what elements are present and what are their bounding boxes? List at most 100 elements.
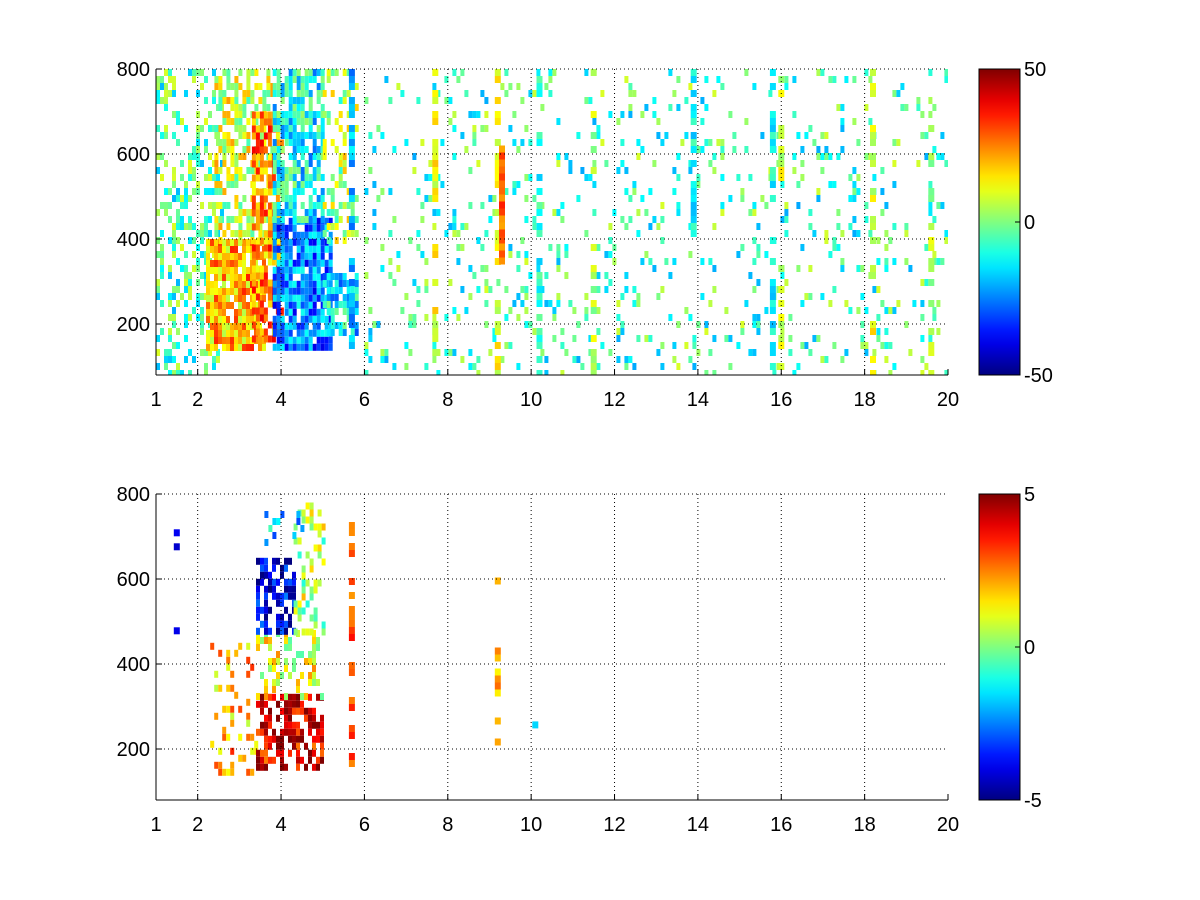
- heatmap-cell: [924, 132, 929, 139]
- heatmap-stripe-cell: [870, 125, 876, 132]
- heatmap-cell: [528, 272, 533, 279]
- heatmap-cell: [210, 246, 214, 253]
- heatmap-cell: [192, 69, 196, 76]
- heatmap-cell: [238, 69, 243, 76]
- heatmap-cell: [300, 315, 305, 323]
- heatmap-cell: [292, 693, 296, 701]
- heatmap-cell: [342, 202, 347, 209]
- heatmap-cell: [342, 308, 347, 315]
- heatmap-cell: [346, 111, 351, 118]
- heatmap-cell: [246, 216, 251, 223]
- heatmap-cell: [267, 335, 272, 343]
- heatmap-cell: [684, 97, 689, 104]
- heatmap-cell: [296, 252, 301, 260]
- heatmap-cell: [164, 83, 168, 90]
- heatmap-cell: [320, 308, 325, 316]
- heatmap-cell: [259, 209, 264, 217]
- heatmap-cell: [246, 733, 251, 741]
- heatmap-cell: [632, 286, 637, 293]
- heatmap-cell: [408, 349, 413, 356]
- heatmap-cell: [196, 293, 200, 300]
- heatmap-cell: [840, 258, 845, 265]
- heatmap-cell: [267, 118, 272, 126]
- heatmap-cell: [452, 230, 457, 237]
- heatmap-cell: [256, 700, 260, 708]
- heatmap-cell: [304, 238, 309, 246]
- heatmap-cell: [322, 202, 327, 209]
- heatmap-cell: [592, 160, 597, 167]
- heatmap-cell: [260, 721, 264, 729]
- heatmap-cell: [292, 69, 297, 76]
- heatmap-cell: [592, 209, 597, 216]
- heatmap-cell: [156, 363, 160, 370]
- heatmap-cell: [900, 104, 905, 111]
- heatmap-cell: [256, 613, 260, 621]
- heatmap-cell: [880, 167, 885, 174]
- heatmap-cell: [840, 230, 845, 237]
- heatmap-cell: [320, 259, 325, 267]
- heatmap-cell: [808, 209, 813, 216]
- heatmap-cell: [267, 160, 272, 168]
- heatmap-cell: [872, 349, 877, 356]
- heatmap-cell: [334, 181, 339, 188]
- heatmap-cell: [624, 363, 629, 370]
- heatmap-cell: [309, 516, 314, 524]
- heatmap-stripe-cell: [494, 174, 501, 181]
- heatmap-cell: [280, 238, 285, 246]
- heatmap-cell: [342, 301, 347, 308]
- heatmap-cell: [536, 69, 541, 76]
- heatmap-cell: [304, 707, 308, 715]
- heatmap-cell: [828, 76, 833, 83]
- heatmap-cell: [876, 335, 881, 342]
- heatmap-cell: [214, 761, 219, 769]
- heatmap-cell: [268, 721, 272, 729]
- heatmap-cell: [242, 281, 246, 288]
- heatmap-stripe-cell: [928, 237, 935, 244]
- heatmap-cell: [280, 266, 285, 274]
- heatmap-cell: [696, 349, 701, 356]
- heatmap-cell: [296, 651, 300, 658]
- heatmap-cell: [275, 195, 280, 203]
- heatmap-cell: [856, 188, 861, 195]
- heatmap-cell: [172, 370, 176, 375]
- heatmap-stripe-cell: [536, 370, 543, 375]
- heatmap-cell: [608, 111, 613, 118]
- heatmap-cell: [700, 97, 705, 104]
- heatmap-cell: [192, 174, 196, 181]
- heatmap-cell: [214, 670, 219, 678]
- heatmap-cell: [404, 342, 409, 349]
- heatmap-cell: [832, 286, 837, 293]
- heatmap-cell: [338, 160, 343, 167]
- heatmap-cell: [214, 125, 219, 132]
- heatmap-cell: [840, 265, 845, 272]
- heatmap-stripe-cell: [499, 243, 505, 251]
- heatmap-cell: [644, 209, 649, 216]
- heatmap-cell: [944, 230, 948, 237]
- heatmap-cell: [242, 316, 246, 323]
- heatmap-cell: [624, 76, 629, 83]
- heatmap-cell: [226, 132, 231, 139]
- heatmap-cell: [160, 272, 164, 279]
- heatmap-cell: [420, 139, 425, 146]
- heatmap-cell: [259, 272, 264, 280]
- heatmap-cell: [260, 756, 264, 764]
- heatmap-cell: [556, 300, 561, 307]
- heatmap-cell: [752, 83, 757, 90]
- heatmap-cell: [242, 230, 247, 237]
- heatmap-cell: [246, 330, 250, 337]
- heatmap-cell: [916, 97, 921, 104]
- heatmap-cell: [313, 614, 318, 622]
- heatmap-cell: [342, 69, 347, 76]
- heatmap-cell: [656, 223, 661, 230]
- heatmap-cell: [300, 76, 305, 83]
- heatmap-cell: [464, 307, 469, 314]
- heatmap-cell: [196, 181, 200, 188]
- heatmap-cell: [320, 343, 325, 351]
- heatmap-cell: [288, 118, 293, 125]
- heatmap-cell: [288, 294, 293, 302]
- heatmap-cell: [255, 111, 260, 119]
- heatmap-cell: [300, 651, 304, 658]
- heatmap-cell: [263, 167, 268, 175]
- heatmap-cell: [255, 139, 260, 147]
- heatmap-cell: [288, 280, 293, 288]
